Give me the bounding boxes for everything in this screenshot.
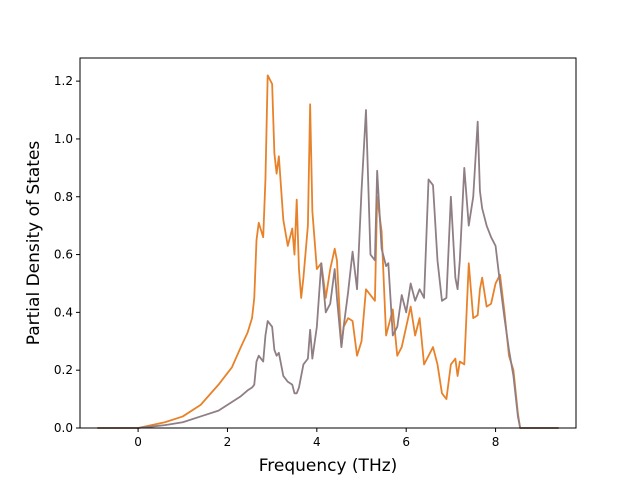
y-tick-label: 1.0 bbox=[54, 132, 73, 146]
x-tick-label: 8 bbox=[492, 435, 500, 449]
series-layer bbox=[96, 74, 560, 429]
x-tick-label: 2 bbox=[224, 435, 232, 449]
y-tick-label: 0.0 bbox=[54, 421, 73, 435]
y-tick-label: 0.2 bbox=[54, 363, 73, 377]
plot-frame bbox=[79, 57, 577, 429]
y-axis: 0.0 0.2 0.4 0.6 0.8 1.0 1.2 bbox=[54, 74, 80, 435]
series-line-1 bbox=[96, 74, 560, 429]
x-axis: 0 2 4 6 8 bbox=[134, 428, 499, 449]
y-axis-label: Partial Density of States bbox=[24, 141, 44, 346]
x-tick-label: 4 bbox=[313, 435, 321, 449]
x-tick-label: 0 bbox=[134, 435, 142, 449]
series-line-2 bbox=[96, 109, 560, 429]
y-tick-label: 0.4 bbox=[54, 305, 73, 319]
y-tick-label: 0.8 bbox=[54, 190, 73, 204]
x-tick-label: 6 bbox=[402, 435, 410, 449]
y-tick-label: 1.2 bbox=[54, 74, 73, 88]
x-axis-label: Frequency (THz) bbox=[259, 456, 398, 476]
y-tick-label: 0.6 bbox=[54, 248, 73, 262]
